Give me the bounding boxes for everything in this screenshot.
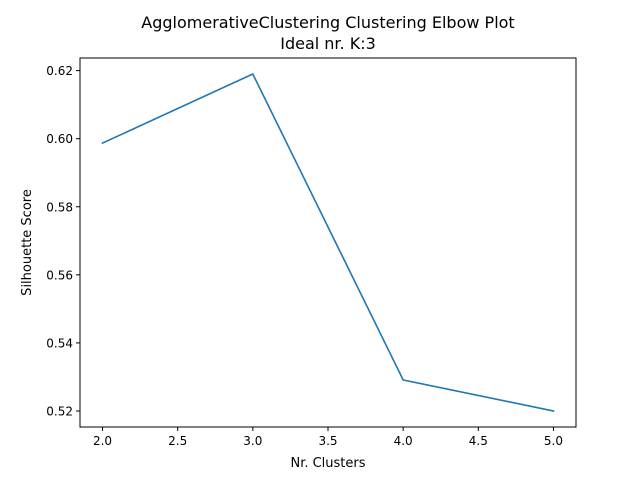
y-axis-ticks: 0.52 0.54 0.56 0.58 0.60 0.62 xyxy=(46,64,80,419)
y-axis-label: Silhouette Score xyxy=(20,189,35,296)
y-tick-label: 0.62 xyxy=(46,64,73,78)
series-layer xyxy=(101,73,555,412)
x-tick-label: 2.0 xyxy=(93,434,112,448)
x-tick-label: 3.5 xyxy=(318,434,337,448)
y-tick-label: 0.52 xyxy=(46,405,73,419)
x-tick-label: 5.0 xyxy=(544,434,563,448)
x-axis-label: Nr. Clusters xyxy=(290,456,365,471)
chart-title: AgglomerativeClustering Clustering Elbow… xyxy=(141,13,514,32)
y-tick-label: 0.58 xyxy=(46,200,73,214)
x-tick-label: 4.5 xyxy=(469,434,488,448)
x-axis-ticks: 2.0 2.5 3.0 3.5 4.0 4.5 5.0 xyxy=(93,427,563,448)
x-tick-label: 3.0 xyxy=(243,434,262,448)
series-line xyxy=(101,73,555,412)
y-tick-label: 0.60 xyxy=(46,132,73,146)
chart-subtitle: Ideal nr. K:3 xyxy=(280,34,376,53)
plot-area xyxy=(79,57,577,428)
x-tick-label: 4.0 xyxy=(394,434,413,448)
x-tick-label: 2.5 xyxy=(168,434,187,448)
y-tick-label: 0.56 xyxy=(46,268,73,282)
y-tick-label: 0.54 xyxy=(46,336,73,350)
